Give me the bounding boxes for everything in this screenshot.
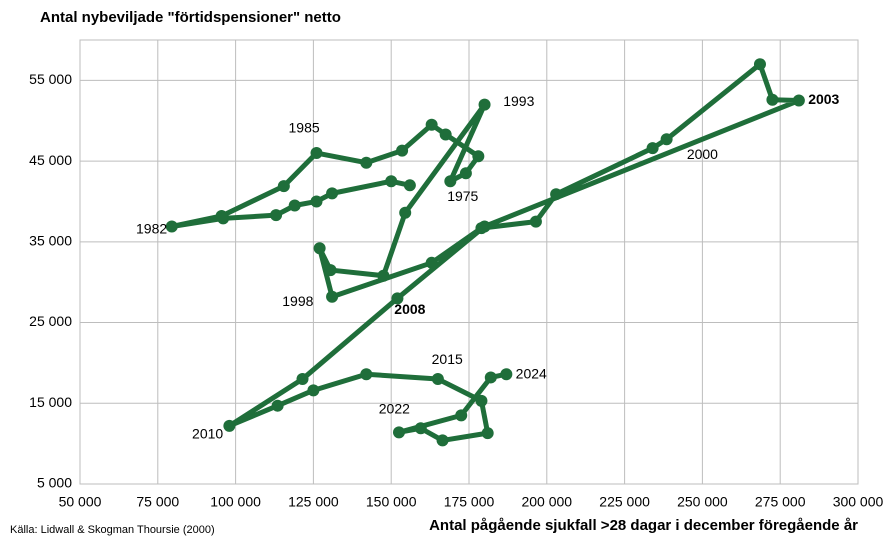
data-point	[313, 242, 326, 255]
data-point	[425, 118, 438, 131]
data-point	[310, 195, 323, 208]
data-point	[223, 419, 236, 432]
x-tick-label: 125 000	[288, 494, 339, 510]
data-point	[753, 58, 766, 71]
data-point	[391, 292, 404, 305]
data-point	[472, 150, 485, 163]
chart-title: Antal nybeviljade "förtidspensioner" net…	[40, 9, 341, 26]
data-point	[307, 384, 320, 397]
y-tick-label: 15 000	[29, 394, 72, 410]
data-point	[271, 399, 284, 412]
data-point	[399, 206, 412, 219]
data-point	[439, 128, 452, 141]
annotation: 2024	[516, 366, 547, 382]
data-point	[360, 368, 373, 381]
data-point	[377, 269, 390, 282]
data-point	[270, 209, 283, 222]
data-point	[326, 290, 339, 303]
data-point	[792, 94, 805, 107]
data-point	[324, 264, 337, 277]
data-point	[396, 144, 409, 157]
data-point	[646, 142, 659, 155]
y-tick-label: 45 000	[29, 152, 72, 168]
data-point	[296, 373, 309, 386]
x-tick-label: 150 000	[366, 494, 417, 510]
annotation: 2010	[192, 425, 223, 441]
data-point	[392, 426, 405, 439]
data-point	[459, 167, 472, 180]
x-tick-label: 100 000	[210, 494, 261, 510]
data-point	[766, 93, 779, 106]
data-point	[478, 98, 491, 111]
data-point	[436, 434, 449, 447]
x-tick-label: 250 000	[677, 494, 728, 510]
data-point	[484, 371, 497, 384]
data-point	[444, 175, 457, 188]
data-point	[326, 187, 339, 200]
source-note: Källa: Lidwall & Skogman Thoursie (2000)	[10, 524, 215, 536]
data-point	[277, 180, 290, 193]
data-point	[403, 179, 416, 192]
x-axis-label: Antal pågående sjukfall >28 dagar i dece…	[429, 517, 858, 534]
annotation: 1985	[289, 120, 320, 136]
annotation: 2003	[808, 91, 839, 107]
y-tick-label: 35 000	[29, 233, 72, 249]
data-point	[475, 394, 488, 407]
data-point	[165, 220, 178, 233]
data-point	[529, 215, 542, 228]
data-point	[310, 147, 323, 160]
x-tick-label: 225 000	[599, 494, 650, 510]
annotation: 1993	[503, 93, 534, 109]
y-tick-label: 25 000	[29, 313, 72, 329]
annotation: 2008	[394, 301, 425, 317]
y-tick-label: 5 000	[37, 475, 72, 491]
data-point	[550, 188, 563, 201]
data-point	[500, 368, 513, 381]
x-tick-label: 175 000	[444, 494, 495, 510]
data-point	[288, 199, 301, 212]
data-point	[455, 409, 468, 422]
annotation: 1975	[447, 188, 478, 204]
data-point	[215, 209, 228, 222]
annotation: 2022	[379, 400, 410, 416]
annotation: 2000	[687, 146, 718, 162]
annotation: 1998	[282, 293, 313, 309]
annotation: 1982	[136, 220, 167, 236]
data-point	[478, 220, 491, 233]
y-tick-label: 55 000	[29, 71, 72, 87]
data-point	[431, 373, 444, 386]
data-point	[425, 256, 438, 269]
x-tick-label: 275 000	[755, 494, 806, 510]
data-point	[660, 133, 673, 146]
data-point	[385, 175, 398, 188]
x-tick-label: 300 000	[833, 494, 884, 510]
x-tick-label: 50 000	[59, 494, 102, 510]
data-point	[414, 422, 427, 435]
annotation: 2015	[432, 351, 463, 367]
x-tick-label: 200 000	[521, 494, 572, 510]
data-point	[481, 427, 494, 440]
series-line	[169, 61, 802, 443]
data-point	[360, 156, 373, 169]
x-tick-label: 75 000	[136, 494, 179, 510]
